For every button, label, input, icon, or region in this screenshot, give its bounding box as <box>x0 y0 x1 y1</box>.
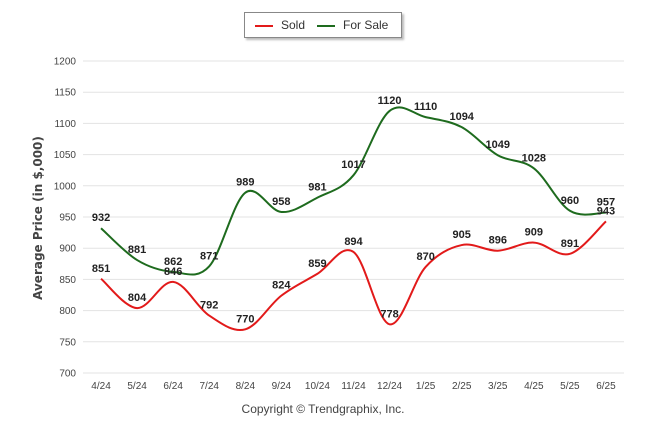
data-label-sold: 824 <box>272 280 291 292</box>
y-tick-label: 1100 <box>54 119 76 130</box>
data-label-for-sale: 960 <box>561 195 579 207</box>
y-axis-ticks: 700 750 800 850 900 950 1000 1050 1100 1150 1200 <box>54 57 77 380</box>
data-label-sold: 909 <box>525 227 543 239</box>
y-tick-label: 850 <box>59 275 76 286</box>
x-tick-label: 4/24 <box>91 381 111 392</box>
data-label-for-sale: 932 <box>92 212 110 224</box>
x-tick-label: 2/25 <box>452 381 472 392</box>
x-tick-label: 7/24 <box>199 381 219 392</box>
data-label-sold: 894 <box>344 236 363 248</box>
y-tick-label: 700 <box>59 369 76 380</box>
legend-swatch-for-sale <box>317 25 335 27</box>
copyright-text: Copyright © Trendgraphix, Inc. <box>241 402 405 416</box>
data-label-sold: 891 <box>561 238 579 250</box>
data-label-for-sale: 1110 <box>414 101 437 113</box>
legend-swatch-sold <box>255 25 273 27</box>
data-label-sold: 943 <box>597 205 615 217</box>
series-line-sold <box>100 220 607 332</box>
x-tick-label: 8/24 <box>236 381 256 392</box>
x-tick-label: 3/25 <box>488 381 508 392</box>
data-label-for-sale: 957 <box>597 197 615 209</box>
x-axis-ticks: 4/24 5/24 6/24 7/24 8/24 9/24 10/24 11/24 12/24 1… <box>91 381 616 392</box>
series-line-for-sale <box>100 106 607 276</box>
data-label-for-sale: 958 <box>272 196 290 208</box>
data-label-for-sale: 871 <box>200 250 218 262</box>
data-label-for-sale: 1028 <box>522 152 546 164</box>
data-label-for-sale: 1049 <box>486 139 510 151</box>
y-axis-label: Average Price (in $,000) <box>31 136 45 300</box>
x-tick-label: 12/24 <box>377 381 402 392</box>
data-label-for-sale: 1094 <box>449 111 474 123</box>
data-label-for-sale: 981 <box>308 182 326 194</box>
data-label-sold: 859 <box>308 258 326 270</box>
y-tick-label: 950 <box>59 213 76 224</box>
x-tick-label: 6/24 <box>163 381 183 392</box>
y-tick-label: 1200 <box>54 57 77 68</box>
data-label-sold: 851 <box>92 263 110 275</box>
x-tick-label: 10/24 <box>305 381 330 392</box>
data-label-sold: 905 <box>453 229 471 241</box>
legend: Sold For Sale <box>244 12 402 38</box>
data-label-sold: 778 <box>380 308 398 320</box>
data-label-sold: 896 <box>489 235 507 247</box>
y-tick-label: 800 <box>59 306 76 317</box>
data-label-for-sale: 989 <box>236 177 254 189</box>
x-tick-label: 5/24 <box>127 381 147 392</box>
x-tick-label: 4/25 <box>524 381 544 392</box>
grid-lines <box>83 60 624 374</box>
data-label-sold: 770 <box>236 313 254 325</box>
y-tick-label: 900 <box>59 244 76 255</box>
x-tick-label: 6/25 <box>596 381 616 392</box>
y-tick-label: 1000 <box>54 181 77 192</box>
x-tick-label: 1/25 <box>416 381 436 392</box>
y-tick-label: 750 <box>59 337 76 348</box>
data-label-sold: 792 <box>200 300 218 312</box>
y-tick-label: 1050 <box>54 150 77 161</box>
data-label-for-sale: 862 <box>164 256 182 268</box>
data-label-for-sale: 1017 <box>341 159 365 171</box>
data-label-for-sale: 881 <box>128 244 146 256</box>
data-label-sold: 846 <box>164 266 182 278</box>
x-tick-label: 11/24 <box>341 381 366 392</box>
legend-label-sold: Sold <box>281 18 306 32</box>
data-label-sold: 870 <box>416 251 434 263</box>
x-tick-label: 9/24 <box>272 381 292 392</box>
series-lines <box>100 106 607 332</box>
data-label-sold: 804 <box>128 292 147 304</box>
data-labels: 851 804 846 792 770 824 859 894 778 870 905 896 909 8… <box>92 95 615 325</box>
legend-label-for-sale: For Sale <box>343 18 389 32</box>
y-tick-label: 1150 <box>54 88 76 99</box>
x-tick-label: 5/25 <box>560 381 580 392</box>
data-label-for-sale: 1120 <box>378 95 402 107</box>
